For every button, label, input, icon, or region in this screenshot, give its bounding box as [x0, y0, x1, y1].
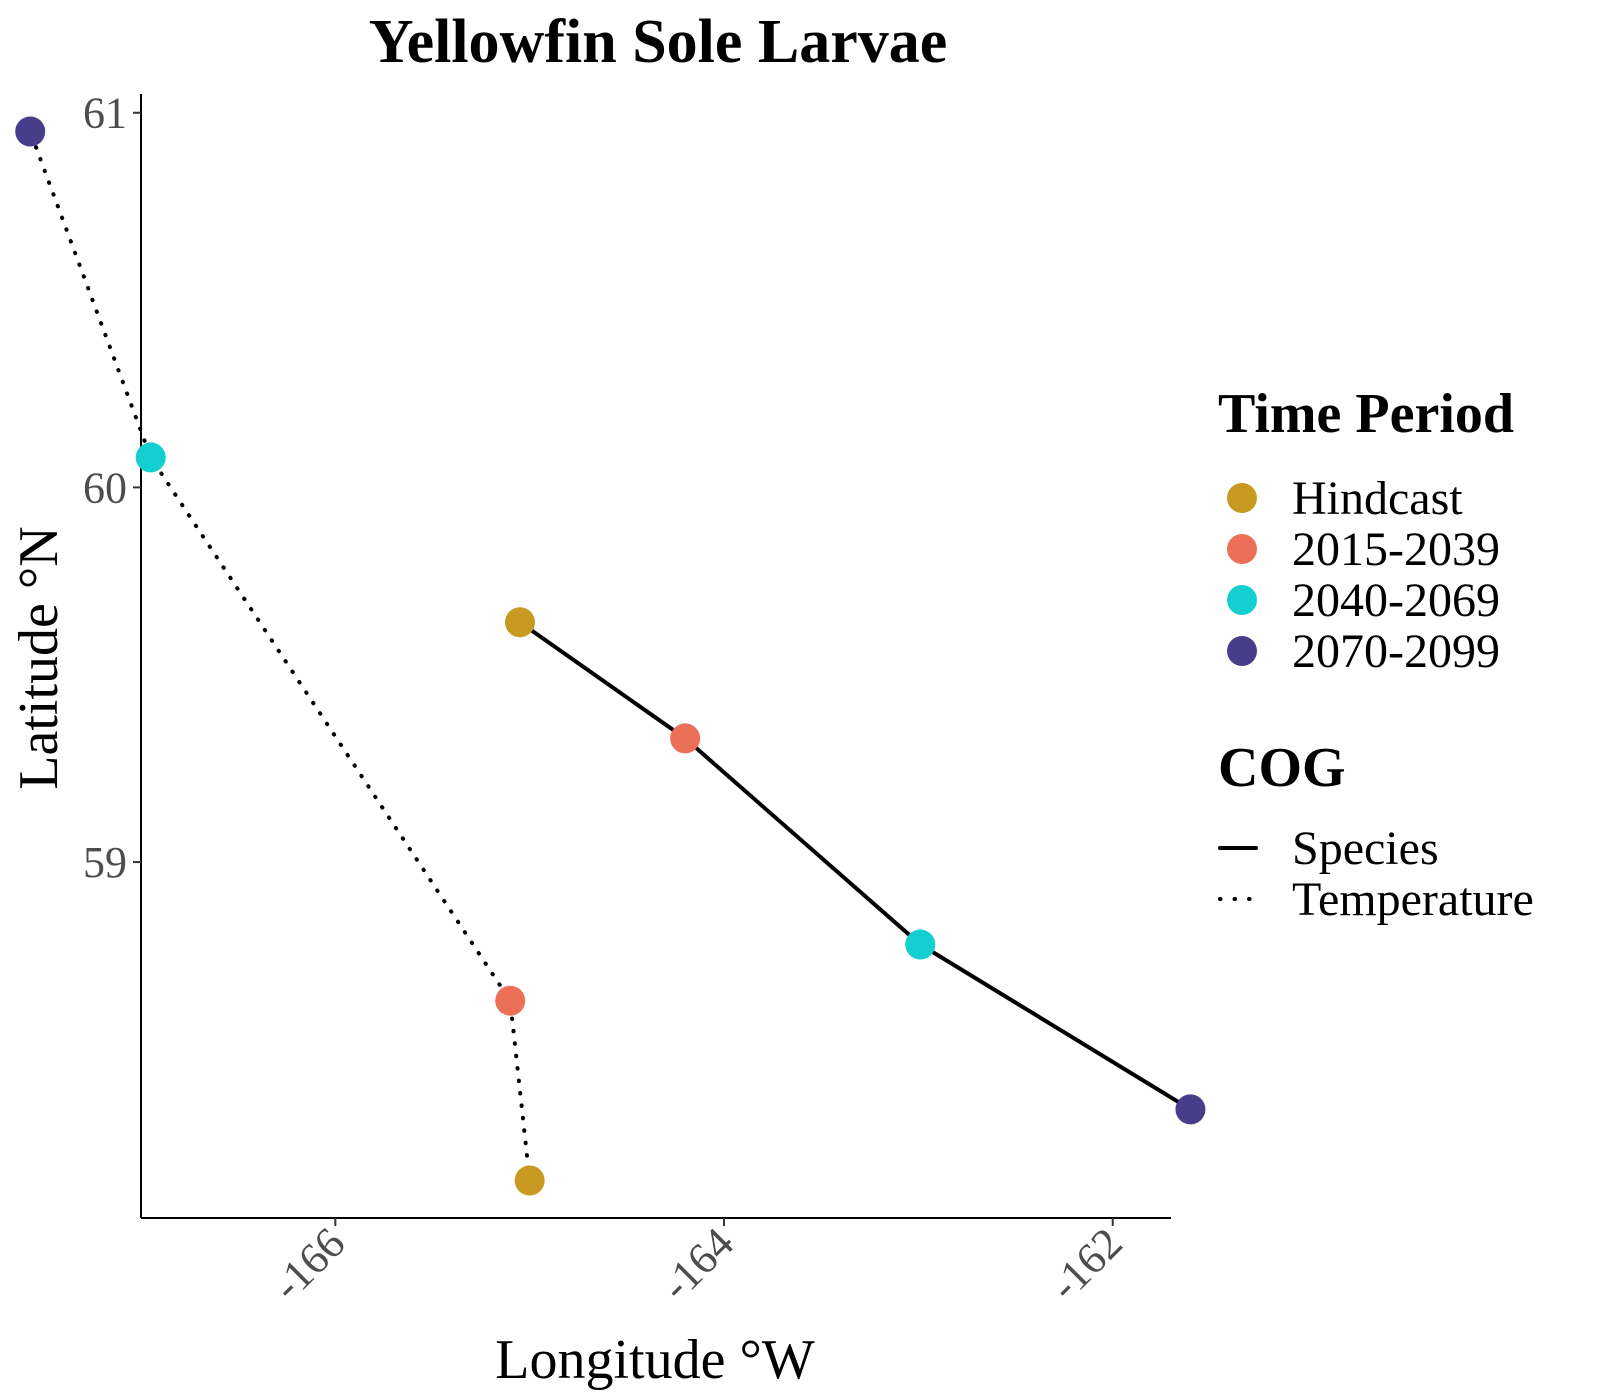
x-tick-label: -164	[651, 1218, 743, 1310]
series-line-temperature	[28, 129, 532, 1183]
legend-key-p2015	[1227, 534, 1257, 564]
legend-time-period-title: Time Period	[1218, 383, 1514, 445]
y-tick-label: 59	[83, 838, 127, 887]
legend-key-p2070	[1227, 636, 1257, 666]
data-point-species-p2015	[670, 723, 701, 754]
y-axis-title: Latitude °N	[8, 526, 70, 789]
legend-label-p2070: 2070-2099	[1292, 625, 1500, 678]
data-point-species-p2070	[1175, 1094, 1206, 1125]
legend-key-hindcast	[1227, 483, 1257, 513]
chart-title: Yellowfin Sole Larvae	[369, 8, 948, 76]
x-ticks: -166 -164 -162	[263, 1218, 1132, 1310]
x-tick-label: -162	[1040, 1218, 1132, 1310]
legend: Time Period Hindcast2015-20392040-206920…	[1218, 383, 1534, 926]
legend-label-temperature: Temperature	[1292, 873, 1534, 926]
data-point-temperature-p2040	[135, 442, 166, 473]
legend-label-species: Species	[1292, 822, 1439, 875]
plot-area: -166 -164 -162 59 60 61	[15, 89, 1206, 1310]
legend-label-p2040: 2040-2069	[1292, 574, 1500, 627]
x-axis-title: Longitude °W	[495, 1329, 815, 1391]
y-ticks: 59 60 61	[83, 89, 141, 887]
data-point-species-hindcast	[504, 607, 535, 638]
series-points	[15, 116, 1206, 1196]
legend-key-p2040	[1227, 585, 1257, 615]
legend-label-p2015: 2015-2039	[1292, 523, 1500, 576]
data-point-temperature-p2015	[495, 985, 526, 1016]
data-point-temperature-hindcast	[514, 1165, 545, 1196]
legend-cog-title: COG	[1218, 737, 1346, 799]
legend-label-hindcast: Hindcast	[1292, 472, 1463, 525]
data-point-temperature-p2070	[15, 116, 46, 147]
data-point-species-p2040	[905, 929, 936, 960]
y-tick-label: 61	[83, 89, 127, 138]
series-lines	[28, 129, 1193, 1183]
x-tick-label: -166	[263, 1218, 355, 1310]
series-line-species	[518, 620, 1193, 1112]
y-tick-label: 60	[83, 463, 127, 512]
